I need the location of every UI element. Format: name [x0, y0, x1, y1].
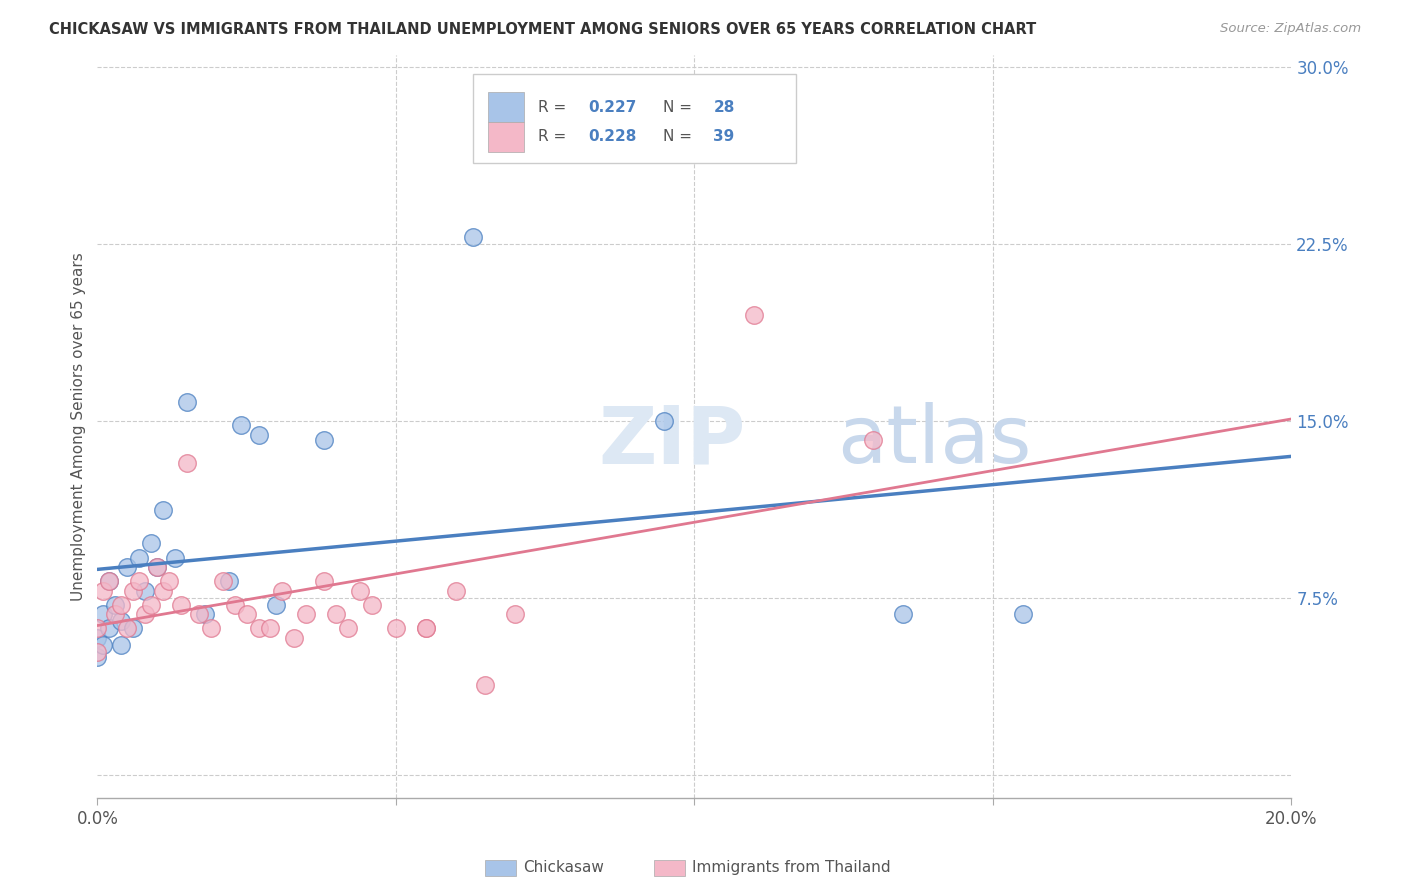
Text: atlas: atlas [838, 402, 1032, 481]
Point [134, 583, 156, 598]
Point [86, 645, 108, 659]
Point [98, 621, 121, 635]
Point [176, 456, 198, 470]
Text: 39: 39 [713, 129, 735, 145]
Point [110, 638, 132, 652]
Point [463, 229, 485, 244]
Point [415, 621, 437, 635]
Point [247, 428, 270, 442]
Point [654, 414, 676, 428]
Point [283, 631, 305, 645]
Point [247, 621, 270, 635]
Point [891, 607, 914, 622]
FancyBboxPatch shape [474, 74, 796, 163]
FancyBboxPatch shape [488, 122, 523, 152]
Point [349, 583, 371, 598]
Point [104, 607, 127, 622]
Point [337, 621, 360, 635]
Point [271, 583, 294, 598]
Text: R =: R = [538, 129, 571, 145]
Point [128, 550, 150, 565]
Point [295, 607, 318, 622]
Point [415, 621, 437, 635]
Point [152, 503, 174, 517]
Point [86, 649, 108, 664]
Text: N =: N = [664, 100, 697, 115]
Point [211, 574, 233, 588]
Text: N =: N = [664, 129, 697, 145]
Point [229, 418, 252, 433]
FancyBboxPatch shape [488, 92, 523, 122]
Point [115, 560, 138, 574]
Text: R =: R = [538, 100, 571, 115]
Text: 28: 28 [713, 100, 735, 115]
Point [194, 607, 217, 622]
Point [139, 536, 162, 550]
Point [128, 574, 150, 588]
Point [314, 433, 336, 447]
Point [314, 574, 336, 588]
Point [218, 574, 240, 588]
Point [325, 607, 347, 622]
Point [91, 583, 114, 598]
Point [361, 598, 384, 612]
Point [86, 631, 108, 645]
Point [122, 583, 145, 598]
Point [176, 395, 198, 409]
Point [385, 621, 408, 635]
Point [862, 433, 884, 447]
Point [110, 598, 132, 612]
Point [115, 621, 138, 635]
Point [139, 598, 162, 612]
Point [163, 550, 186, 565]
Point [152, 583, 174, 598]
Point [224, 598, 246, 612]
Point [259, 621, 281, 635]
Point [91, 638, 114, 652]
Point [474, 678, 496, 692]
Point [170, 598, 193, 612]
Point [110, 614, 132, 628]
Point [187, 607, 209, 622]
Text: ZIP: ZIP [599, 402, 747, 481]
Point [200, 621, 222, 635]
Text: Chickasaw: Chickasaw [523, 861, 605, 875]
Point [742, 308, 765, 322]
Text: 0.227: 0.227 [588, 100, 637, 115]
Text: Source: ZipAtlas.com: Source: ZipAtlas.com [1220, 22, 1361, 36]
Point [134, 607, 156, 622]
Text: CHICKASAW VS IMMIGRANTS FROM THAILAND UNEMPLOYMENT AMONG SENIORS OVER 65 YEARS C: CHICKASAW VS IMMIGRANTS FROM THAILAND UN… [49, 22, 1036, 37]
Point [235, 607, 257, 622]
Point [1011, 607, 1033, 622]
Point [503, 607, 526, 622]
Point [122, 621, 145, 635]
Text: 0.228: 0.228 [588, 129, 637, 145]
Text: Immigrants from Thailand: Immigrants from Thailand [692, 861, 890, 875]
Point [91, 607, 114, 622]
Point [86, 621, 108, 635]
Point [146, 560, 169, 574]
Point [98, 574, 121, 588]
Point [266, 598, 288, 612]
Point [98, 574, 121, 588]
Point [444, 583, 467, 598]
Point [104, 598, 127, 612]
Point [157, 574, 180, 588]
Y-axis label: Unemployment Among Seniors over 65 years: Unemployment Among Seniors over 65 years [72, 252, 86, 601]
Point [146, 560, 169, 574]
